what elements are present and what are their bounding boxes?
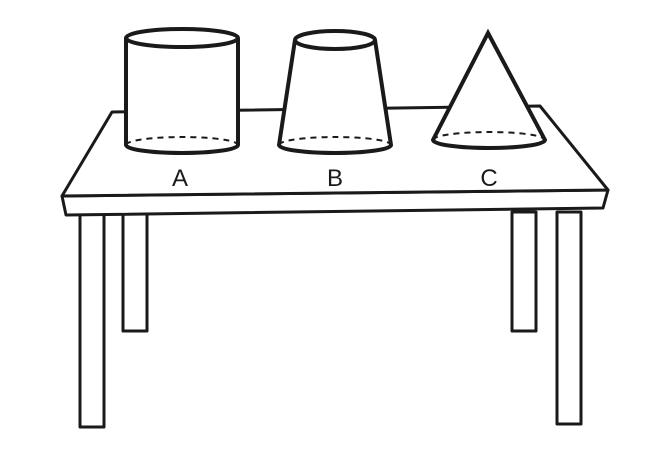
cylinder-a-hidden-base (125, 136, 239, 146)
cone-c-body (430, 28, 548, 150)
label-a: A (172, 165, 188, 192)
cylinder-a (124, 27, 240, 155)
label-b: B (327, 165, 343, 192)
table-leg-back-right (510, 210, 538, 333)
frustum-b (276, 29, 394, 155)
cone-c (430, 28, 548, 150)
cylinder-a-body (124, 38, 240, 155)
table-leg-front-right (555, 210, 583, 426)
frustum-b-top (293, 29, 377, 51)
cone-c-hidden-base (432, 131, 546, 141)
label-c: C (480, 165, 497, 192)
table-leg-front-left (78, 210, 106, 429)
cylinder-a-top (124, 27, 240, 49)
frustum-b-hidden-base (278, 136, 392, 146)
table-leg-back-left (121, 210, 149, 333)
frustum-b-body (276, 39, 394, 155)
